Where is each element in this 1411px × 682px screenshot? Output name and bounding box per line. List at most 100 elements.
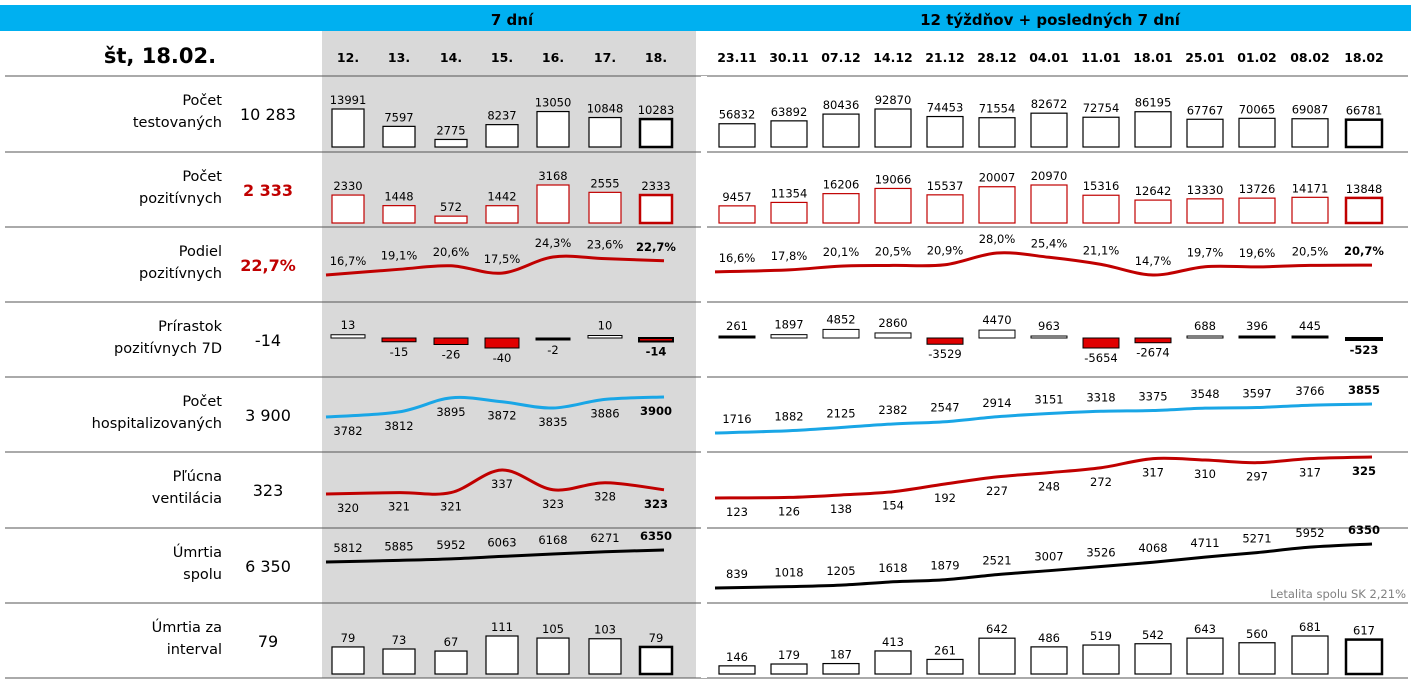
bar [485, 205, 519, 224]
data-label: 323 [542, 497, 564, 511]
data-label: 70065 [1239, 102, 1276, 116]
series-line [714, 251, 1373, 277]
data-label: 19,1% [381, 248, 418, 262]
row-label: Počet [182, 394, 222, 410]
series-line [325, 468, 665, 496]
page-date: št, 18.02. [104, 44, 216, 68]
data-label: 15316 [1083, 179, 1120, 193]
data-label: 67767 [1187, 103, 1224, 117]
bar [978, 637, 1016, 675]
data-label: 261 [934, 643, 956, 657]
data-label: 14,7% [1135, 254, 1172, 268]
bar [1238, 642, 1276, 675]
series-line [325, 254, 665, 277]
data-label: 1716 [722, 412, 751, 426]
data-label: 1205 [826, 564, 855, 578]
data-label: 963 [1038, 319, 1060, 333]
row-label: spolu [183, 567, 222, 583]
data-label: 80436 [823, 98, 860, 112]
data-label: 19,6% [1239, 246, 1276, 260]
bar [485, 124, 519, 148]
data-label: -2674 [1136, 346, 1169, 360]
delta-bar [874, 332, 912, 339]
bar [638, 193, 674, 225]
week-label: 18.02 [1344, 50, 1384, 65]
data-label: 681 [1299, 620, 1321, 634]
week-label: 21.12 [925, 50, 965, 65]
data-label: 13330 [1187, 183, 1224, 197]
row-current-value: 3 900 [245, 406, 291, 425]
data-label: 486 [1038, 631, 1060, 645]
data-label: 20,1% [823, 245, 860, 259]
data-label: 4852 [826, 312, 855, 326]
delta-bar [330, 334, 366, 339]
bar [588, 638, 622, 675]
bar [1134, 643, 1172, 675]
data-label: 73 [392, 633, 407, 647]
data-label: 187 [830, 648, 852, 662]
bar [718, 665, 756, 675]
bar [1238, 197, 1276, 224]
row-label: testovaných [133, 115, 222, 131]
data-label: 19066 [875, 172, 912, 186]
bar [1238, 117, 1276, 148]
data-label: 2860 [878, 316, 907, 330]
data-label: 10848 [587, 102, 624, 116]
delta-bar [1345, 337, 1383, 341]
day-label: 12. [337, 50, 359, 65]
data-label: 413 [882, 635, 904, 649]
bar [1344, 196, 1384, 225]
delta-bar [587, 335, 623, 339]
delta-bar [1291, 335, 1329, 339]
bar [434, 138, 468, 148]
data-label: 6168 [538, 533, 567, 547]
data-label: 560 [1246, 627, 1268, 641]
row-current-value: 10 283 [240, 105, 296, 124]
data-label: 1897 [774, 318, 803, 332]
row-label: interval [167, 642, 222, 658]
data-label: 2914 [982, 396, 1011, 410]
data-label: 2330 [333, 179, 362, 193]
row-label: pozitívnych [139, 266, 222, 282]
bar [1030, 112, 1068, 148]
data-label: 3782 [333, 424, 362, 438]
row-label: Pľúcna [173, 469, 222, 485]
day-label: 18. [645, 50, 667, 65]
data-label: 23,6% [587, 238, 624, 252]
data-label: 261 [726, 319, 748, 333]
data-label: 3151 [1034, 393, 1063, 407]
bar [978, 117, 1016, 148]
data-label: 5952 [1295, 526, 1324, 540]
data-label: 2333 [641, 179, 670, 193]
data-label: 103 [594, 623, 616, 637]
data-label: 7597 [384, 110, 413, 124]
data-label: 6350 [640, 529, 672, 543]
data-label: 320 [337, 501, 359, 515]
delta-bar [1186, 335, 1224, 339]
bar [874, 108, 912, 148]
week-label: 28.12 [977, 50, 1017, 65]
data-label: -40 [493, 351, 512, 365]
bar [1030, 184, 1068, 224]
bar [822, 662, 860, 675]
bar [874, 187, 912, 224]
row-current-value: -14 [255, 331, 281, 350]
data-label: 71554 [979, 102, 1016, 116]
bar [536, 110, 570, 148]
data-label: 16,7% [330, 254, 367, 268]
data-label: 92870 [875, 93, 912, 107]
data-label: 13050 [535, 96, 572, 110]
data-label: 123 [726, 505, 748, 519]
week-label: 25.01 [1185, 50, 1225, 65]
bar [382, 125, 416, 148]
data-label: 542 [1142, 628, 1164, 642]
data-label: 72754 [1083, 101, 1120, 115]
day-label: 16. [542, 50, 564, 65]
delta-bar [822, 328, 860, 339]
data-label: 10 [598, 319, 613, 333]
data-label: 192 [934, 491, 956, 505]
data-label: 17,8% [771, 249, 808, 263]
data-label: -523 [1350, 343, 1379, 357]
data-label: 3375 [1138, 390, 1167, 404]
data-label: 2125 [826, 406, 855, 420]
